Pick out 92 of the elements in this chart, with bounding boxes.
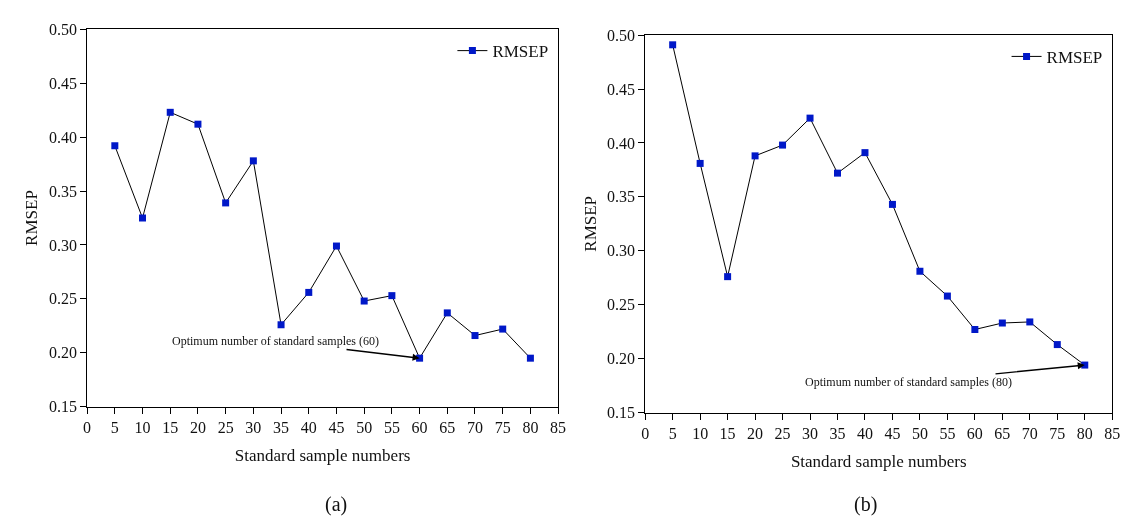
point bbox=[249, 157, 257, 165]
point bbox=[360, 297, 368, 305]
point bbox=[499, 325, 507, 333]
x-tick-label: 70 bbox=[1021, 424, 1038, 442]
point bbox=[277, 321, 285, 329]
point bbox=[943, 292, 951, 300]
x-tick-label: 40 bbox=[856, 424, 873, 442]
x-tick-label: 20 bbox=[747, 424, 764, 442]
point bbox=[471, 332, 479, 340]
point bbox=[669, 41, 677, 49]
legend-label: RMSEP bbox=[492, 42, 549, 62]
x-tick-label: 45 bbox=[884, 424, 901, 442]
point bbox=[861, 149, 869, 157]
y-tick-label: 0.20 bbox=[48, 344, 77, 362]
text: (b) bbox=[854, 493, 878, 516]
point bbox=[305, 288, 313, 296]
point bbox=[1026, 318, 1034, 326]
point bbox=[724, 273, 732, 281]
x-tick-label: 45 bbox=[328, 418, 345, 436]
x-tick-label: 55 bbox=[939, 424, 956, 442]
x-tick-label: 60 bbox=[411, 418, 428, 436]
y-axis-title: RMSEP bbox=[22, 190, 42, 246]
point bbox=[194, 120, 202, 128]
point bbox=[916, 267, 924, 275]
y-tick-label: 0.15 bbox=[48, 398, 77, 416]
x-tick-label: 10 bbox=[692, 424, 709, 442]
x-tick-label: 30 bbox=[245, 418, 262, 436]
x-tick-label: 40 bbox=[300, 418, 317, 436]
annotation: Optimum number of standard samples (60) bbox=[172, 334, 379, 348]
y-tick-label: 0.40 bbox=[606, 134, 635, 152]
point bbox=[166, 108, 174, 116]
x-tick-label: 75 bbox=[1049, 424, 1066, 442]
x-tick-label: 15 bbox=[162, 418, 179, 436]
point bbox=[139, 214, 147, 222]
x-tick-label: 20 bbox=[189, 418, 206, 436]
x-axis-title: Standard sample numbers bbox=[790, 452, 967, 472]
x-tick-label: 75 bbox=[494, 418, 511, 436]
x-axis-title: Standard sample numbers bbox=[234, 446, 411, 466]
x-tick-label: 5 bbox=[110, 418, 119, 436]
x-tick-label: 25 bbox=[217, 418, 234, 436]
x-tick-label: 60 bbox=[966, 424, 983, 442]
y-axis-title: RMSEP bbox=[580, 195, 600, 252]
point bbox=[779, 141, 787, 149]
y-tick-label: 0.45 bbox=[606, 80, 635, 98]
y-tick-label: 0.40 bbox=[48, 128, 77, 146]
y-tick-label: 0.20 bbox=[606, 350, 635, 368]
point bbox=[388, 292, 396, 300]
x-tick-label: 5 bbox=[668, 424, 677, 442]
y-tick-label: 0.25 bbox=[48, 290, 77, 308]
x-tick-label: 15 bbox=[719, 424, 736, 442]
point bbox=[888, 200, 896, 208]
x-tick-label: 35 bbox=[273, 418, 290, 436]
y-tick-label: 0.45 bbox=[48, 74, 77, 92]
y-tick-label: 0.35 bbox=[606, 188, 635, 206]
point bbox=[806, 114, 814, 122]
x-tick-label: 0 bbox=[641, 424, 650, 442]
point bbox=[696, 159, 704, 167]
x-tick-label: 30 bbox=[802, 424, 819, 442]
x-tick-label: 10 bbox=[134, 418, 151, 436]
point bbox=[971, 325, 979, 333]
point bbox=[443, 309, 451, 317]
point bbox=[998, 319, 1006, 327]
x-tick-label: 80 bbox=[522, 418, 539, 436]
y-tick-label: 0.35 bbox=[48, 182, 77, 200]
x-tick-label: 65 bbox=[439, 418, 456, 436]
x-tick-label: 55 bbox=[383, 418, 400, 436]
x-tick-label: 85 bbox=[1104, 424, 1121, 442]
y-tick-label: 0.50 bbox=[606, 26, 635, 44]
y-tick-label: 0.25 bbox=[606, 296, 635, 314]
point bbox=[222, 199, 230, 207]
annotation: Optimum number of standard samples (80) bbox=[805, 375, 1012, 389]
point bbox=[834, 169, 841, 177]
x-tick-label: 70 bbox=[467, 418, 483, 436]
x-tick-label: 25 bbox=[774, 424, 791, 442]
x-tick-label: 80 bbox=[1076, 424, 1093, 442]
point bbox=[111, 142, 119, 150]
y-tick-label: 0.50 bbox=[48, 20, 77, 38]
text: (a) bbox=[325, 493, 348, 516]
x-tick-label: 50 bbox=[911, 424, 928, 442]
y-tick-label: 0.30 bbox=[606, 242, 635, 260]
x-tick-label: 65 bbox=[994, 424, 1011, 442]
y-tick-label: 0.30 bbox=[48, 236, 77, 254]
point bbox=[751, 152, 759, 160]
x-tick-label: 50 bbox=[356, 418, 373, 436]
legend-label: RMSEP bbox=[1046, 48, 1103, 68]
x-tick-label: 0 bbox=[83, 418, 92, 436]
x-tick-label: 85 bbox=[550, 418, 567, 436]
y-tick-label: 0.15 bbox=[606, 404, 635, 422]
point bbox=[526, 354, 534, 362]
point bbox=[1053, 341, 1061, 349]
x-tick-label: 35 bbox=[829, 424, 846, 442]
point bbox=[332, 242, 340, 250]
